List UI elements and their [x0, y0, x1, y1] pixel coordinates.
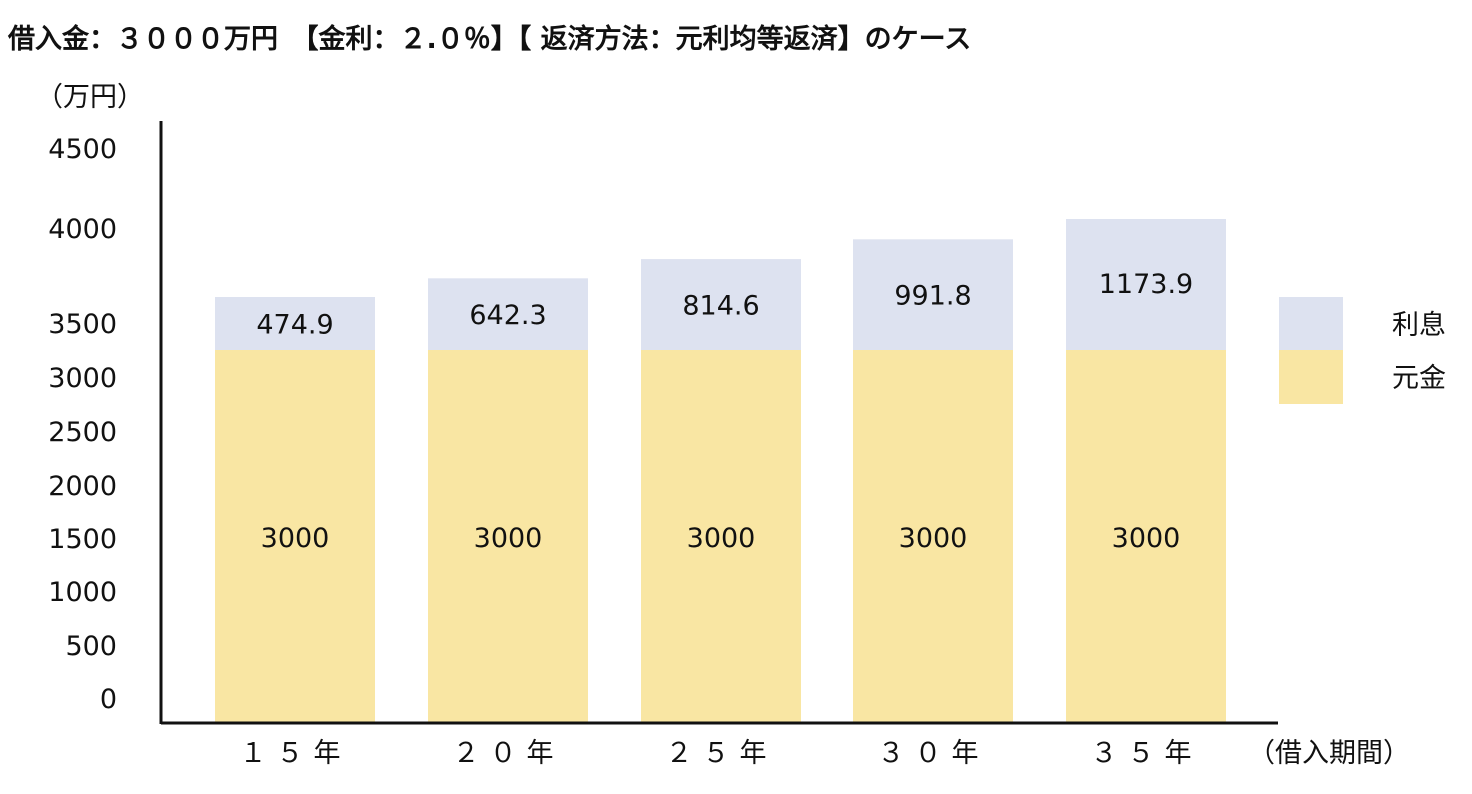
- y-tick-label: 1000: [48, 577, 117, 608]
- bar-principal-label: 3000: [1112, 523, 1181, 554]
- y-tick-label: 2000: [48, 471, 117, 502]
- y-tick-label: 4000: [48, 214, 117, 245]
- bar-interest-label: 1173.9: [1099, 269, 1193, 300]
- bar-group: 3000 474.9: [215, 297, 375, 723]
- bar-interest-label: 991.8: [894, 281, 971, 312]
- legend-label: 元金: [1392, 363, 1446, 394]
- bar-principal: [428, 350, 588, 723]
- bar-interest: [641, 259, 801, 350]
- y-axis-ticks: 4500 4000 3500 3000 2500 2000 1500 1000 500 0: [48, 134, 117, 715]
- bar-group: 3000 1173.9: [1066, 218, 1226, 723]
- bar-interest: [215, 297, 375, 350]
- y-unit-label: （万円）: [36, 82, 144, 113]
- y-tick-label: 500: [65, 631, 117, 662]
- bar-principal: [853, 350, 1013, 723]
- legend-swatch: [1279, 297, 1343, 351]
- x-tick-label: ２５年: [666, 738, 777, 769]
- x-axis-label: （借入期間）: [1248, 738, 1410, 769]
- x-axis-ticks: １５年 ２０年 ２５年 ３０年 ３５年: [240, 738, 1202, 769]
- y-tick-label: 1500: [48, 524, 117, 555]
- bar-interest-label: 474.9: [256, 310, 333, 341]
- bar-interest-label: 814.6: [682, 291, 759, 322]
- x-tick-label: ３５年: [1091, 738, 1202, 769]
- bar-principal-label: 3000: [261, 523, 330, 554]
- chart-title: 借入金：３０００万円 【金利：２.０％】【 返済方法：元利均等返済】のケース: [7, 23, 971, 55]
- y-tick-label: 3500: [48, 309, 117, 340]
- y-tick-label: 3000: [48, 363, 117, 394]
- legend-swatch: [1279, 350, 1343, 404]
- x-tick-label: ３０年: [878, 738, 989, 769]
- x-tick-label: １５年: [240, 738, 351, 769]
- bar-group: 3000 814.6: [641, 259, 801, 723]
- legend-label: 利息: [1392, 310, 1446, 341]
- bar-principal-label: 3000: [687, 523, 756, 554]
- y-tick-label: 2500: [48, 417, 117, 448]
- bar-principal-label: 3000: [474, 523, 543, 554]
- bar-interest: [1066, 218, 1226, 350]
- y-tick-label: 4500: [48, 134, 117, 165]
- bar-groups: 3000474.93000642.33000814.63000991.83000…: [215, 218, 1226, 723]
- bar-principal: [1066, 350, 1226, 723]
- bar-interest: [853, 239, 1013, 350]
- bar-interest-label: 642.3: [469, 300, 546, 331]
- bar-interest: [428, 278, 588, 350]
- bar-principal-label: 3000: [899, 523, 968, 554]
- bar-group: 3000 991.8: [853, 239, 1013, 723]
- bar-principal: [641, 350, 801, 723]
- y-tick-label: 0: [100, 684, 117, 715]
- bar-group: 3000 642.3: [428, 278, 588, 723]
- x-tick-label: ２０年: [453, 738, 564, 769]
- bar-principal: [215, 350, 375, 723]
